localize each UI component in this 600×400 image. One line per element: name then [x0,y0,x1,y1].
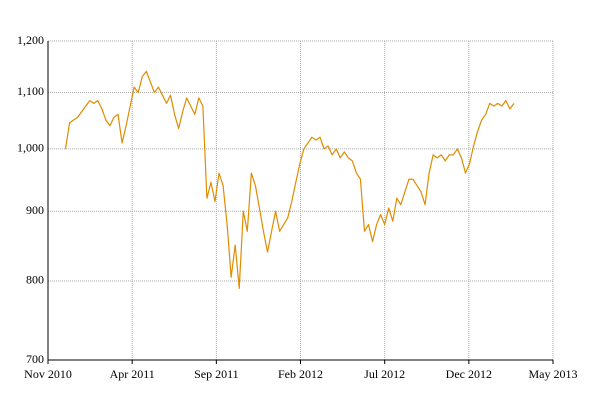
y-tick-label: 1,100 [17,84,44,98]
y-tick-label: 700 [26,352,44,366]
y-tick-label: 1,000 [17,141,44,155]
y-tick-label: 800 [26,273,44,287]
x-tick-label: May 2013 [529,367,578,381]
x-tick-label: Apr 2011 [110,367,155,381]
y-tick-label: 1,200 [17,33,44,47]
x-tick-label: Jul 2012 [364,367,405,381]
x-tick-label: Sep 2011 [194,367,239,381]
x-tick-label: Nov 2010 [24,367,72,381]
y-tick-label: 900 [26,203,44,217]
data-line [64,70,515,290]
x-tick-label: Dec 2012 [446,367,492,381]
x-tick-label: Feb 2012 [278,367,323,381]
